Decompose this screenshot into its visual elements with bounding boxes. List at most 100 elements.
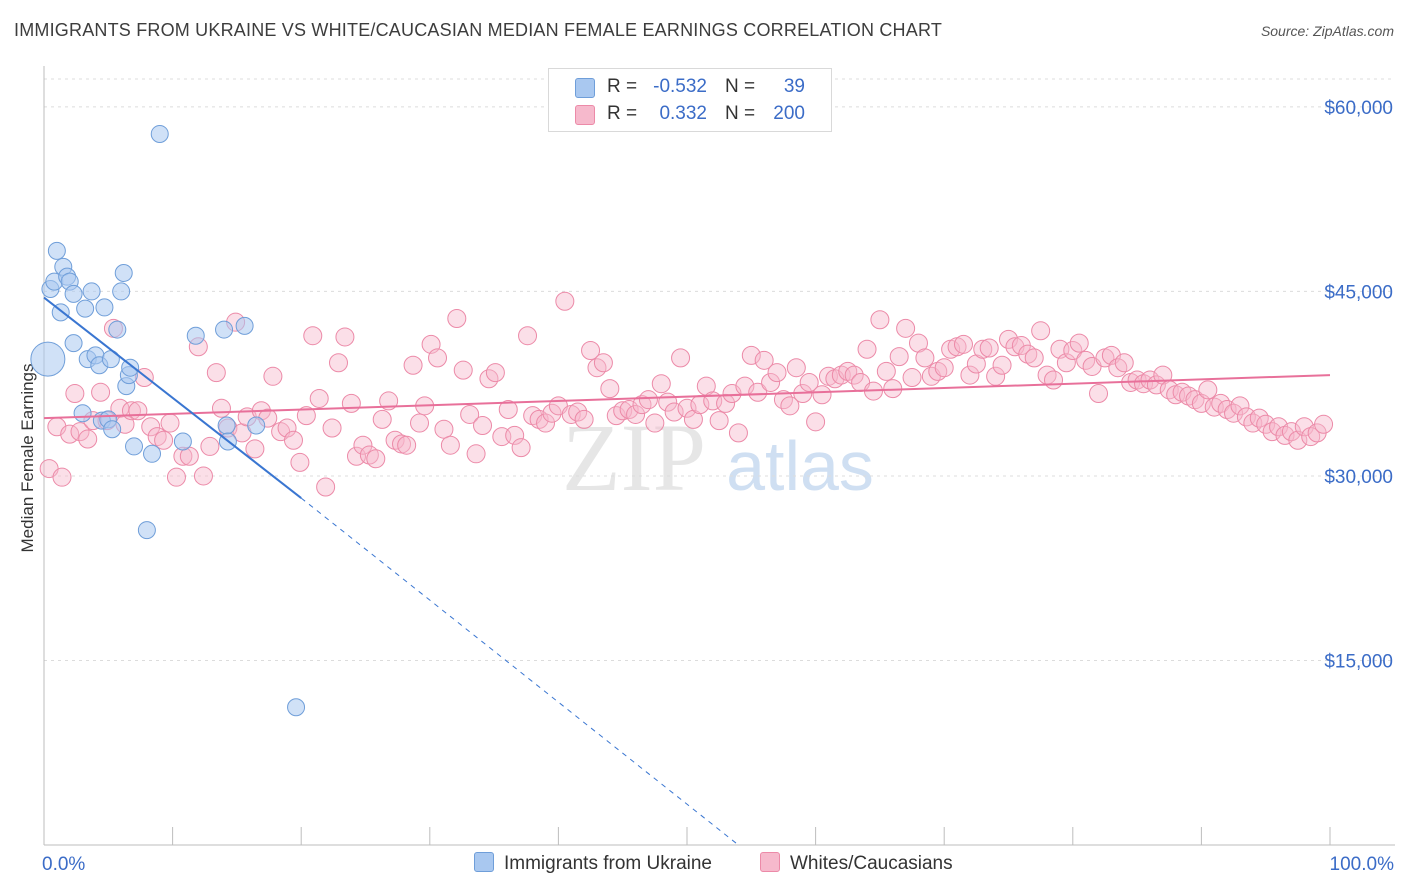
legend-n-value: 200 — [773, 103, 805, 124]
point-whites — [52, 467, 72, 487]
point-whites — [1314, 414, 1334, 434]
point-ukraine — [186, 326, 205, 345]
point-whites — [453, 360, 473, 380]
point-whites — [1024, 348, 1044, 368]
point-whites — [626, 404, 646, 424]
point-whites — [568, 402, 588, 422]
point-whites — [353, 435, 373, 455]
point-whites — [934, 358, 954, 378]
point-ukraine — [108, 320, 127, 339]
point-whites — [902, 368, 922, 388]
point-whites — [200, 436, 220, 456]
series-whites — [39, 291, 1334, 497]
point-whites — [542, 403, 562, 423]
x-tick-label-start: 0.0% — [42, 854, 85, 875]
point-whites — [632, 395, 652, 415]
point-whites — [359, 445, 379, 465]
bottom-legend-label-ukraine: Immigrants from Ukraine — [504, 853, 712, 874]
legend-r-label: R = — [607, 76, 638, 97]
point-whites — [1069, 333, 1089, 353]
point-whites — [593, 353, 613, 373]
point-whites — [309, 388, 329, 408]
point-whites — [780, 396, 800, 416]
point-whites — [410, 413, 430, 433]
legend-r-value: -0.532 — [653, 76, 707, 97]
point-whites — [78, 429, 98, 449]
point-whites — [953, 334, 973, 354]
chart-title: IMMIGRANTS FROM UKRAINE VS WHITE/CAUCASI… — [14, 20, 943, 40]
point-whites — [889, 347, 909, 367]
point-whites — [1089, 384, 1109, 404]
watermark-zip: ZIP — [562, 404, 706, 511]
point-whites — [876, 361, 896, 381]
legend-swatch-whites — [575, 105, 595, 125]
point-whites — [316, 477, 336, 497]
point-ukraine — [215, 320, 234, 339]
point-ukraine — [103, 420, 122, 439]
point-ukraine — [235, 316, 254, 335]
point-whites — [397, 435, 417, 455]
point-ukraine — [64, 334, 83, 353]
point-whites — [838, 361, 858, 381]
y-tick-label: $30,000 — [1324, 467, 1393, 488]
point-whites — [505, 425, 525, 445]
point-whites — [786, 358, 806, 378]
point-whites — [160, 413, 180, 433]
point-whites — [574, 409, 594, 429]
point-whites — [428, 348, 448, 368]
trendline-ukraine — [43, 296, 302, 499]
point-whites — [385, 430, 405, 450]
point-whites — [671, 348, 691, 368]
point-whites — [844, 365, 864, 385]
correlation-legend: R = -0.532 N = 39 R = 0.332 N = 200 — [548, 68, 832, 132]
point-whites — [498, 400, 518, 420]
point-ukraine — [112, 282, 131, 301]
bottom-legend-whites[interactable]: Whites/Caucasians — [760, 852, 953, 875]
legend-r-value: 0.332 — [659, 103, 707, 124]
point-whites — [587, 358, 607, 378]
point-ukraine — [287, 698, 306, 717]
point-ukraine — [73, 404, 92, 423]
point-whites — [1275, 425, 1295, 445]
point-whites — [709, 411, 729, 431]
point-whites — [728, 423, 748, 443]
point-whites — [141, 417, 161, 437]
point-whites — [638, 390, 658, 410]
point-whites — [767, 363, 787, 383]
point-whites — [613, 401, 633, 421]
point-whites — [536, 413, 556, 433]
point-whites — [748, 382, 768, 402]
trendline-ukraine-extension — [300, 497, 739, 846]
point-whites — [754, 350, 774, 370]
y-tick-label: $45,000 — [1324, 282, 1393, 303]
point-ukraine — [150, 124, 169, 143]
point-whites — [619, 400, 639, 420]
point-whites — [1224, 403, 1244, 423]
point-whites — [91, 382, 111, 402]
point-whites — [1114, 353, 1134, 373]
point-whites — [1185, 390, 1205, 410]
point-whites — [263, 366, 283, 386]
point-whites — [466, 444, 486, 464]
point-whites — [645, 413, 665, 433]
point-whites — [1031, 321, 1051, 341]
point-whites — [485, 363, 505, 383]
point-whites — [1217, 400, 1237, 420]
point-whites — [581, 340, 601, 360]
y-tick-label: $60,000 — [1324, 98, 1393, 119]
point-whites — [973, 339, 993, 359]
x-tick-label-end: 100.0% — [1330, 854, 1395, 875]
point-whites — [372, 409, 392, 429]
bottom-legend-ukraine[interactable]: Immigrants from Ukraine — [474, 852, 712, 875]
point-whites — [1018, 344, 1038, 364]
point-whites — [366, 449, 386, 469]
series-ukraine — [30, 124, 306, 717]
legend-n-label: N = — [725, 103, 756, 124]
point-ukraine — [247, 416, 266, 435]
source-label: Source: ZipAtlas.com — [1260, 23, 1394, 39]
point-whites — [1063, 340, 1083, 360]
point-whites — [600, 379, 620, 399]
point-whites — [992, 355, 1012, 375]
point-whites — [166, 467, 186, 487]
point-whites — [857, 339, 877, 359]
